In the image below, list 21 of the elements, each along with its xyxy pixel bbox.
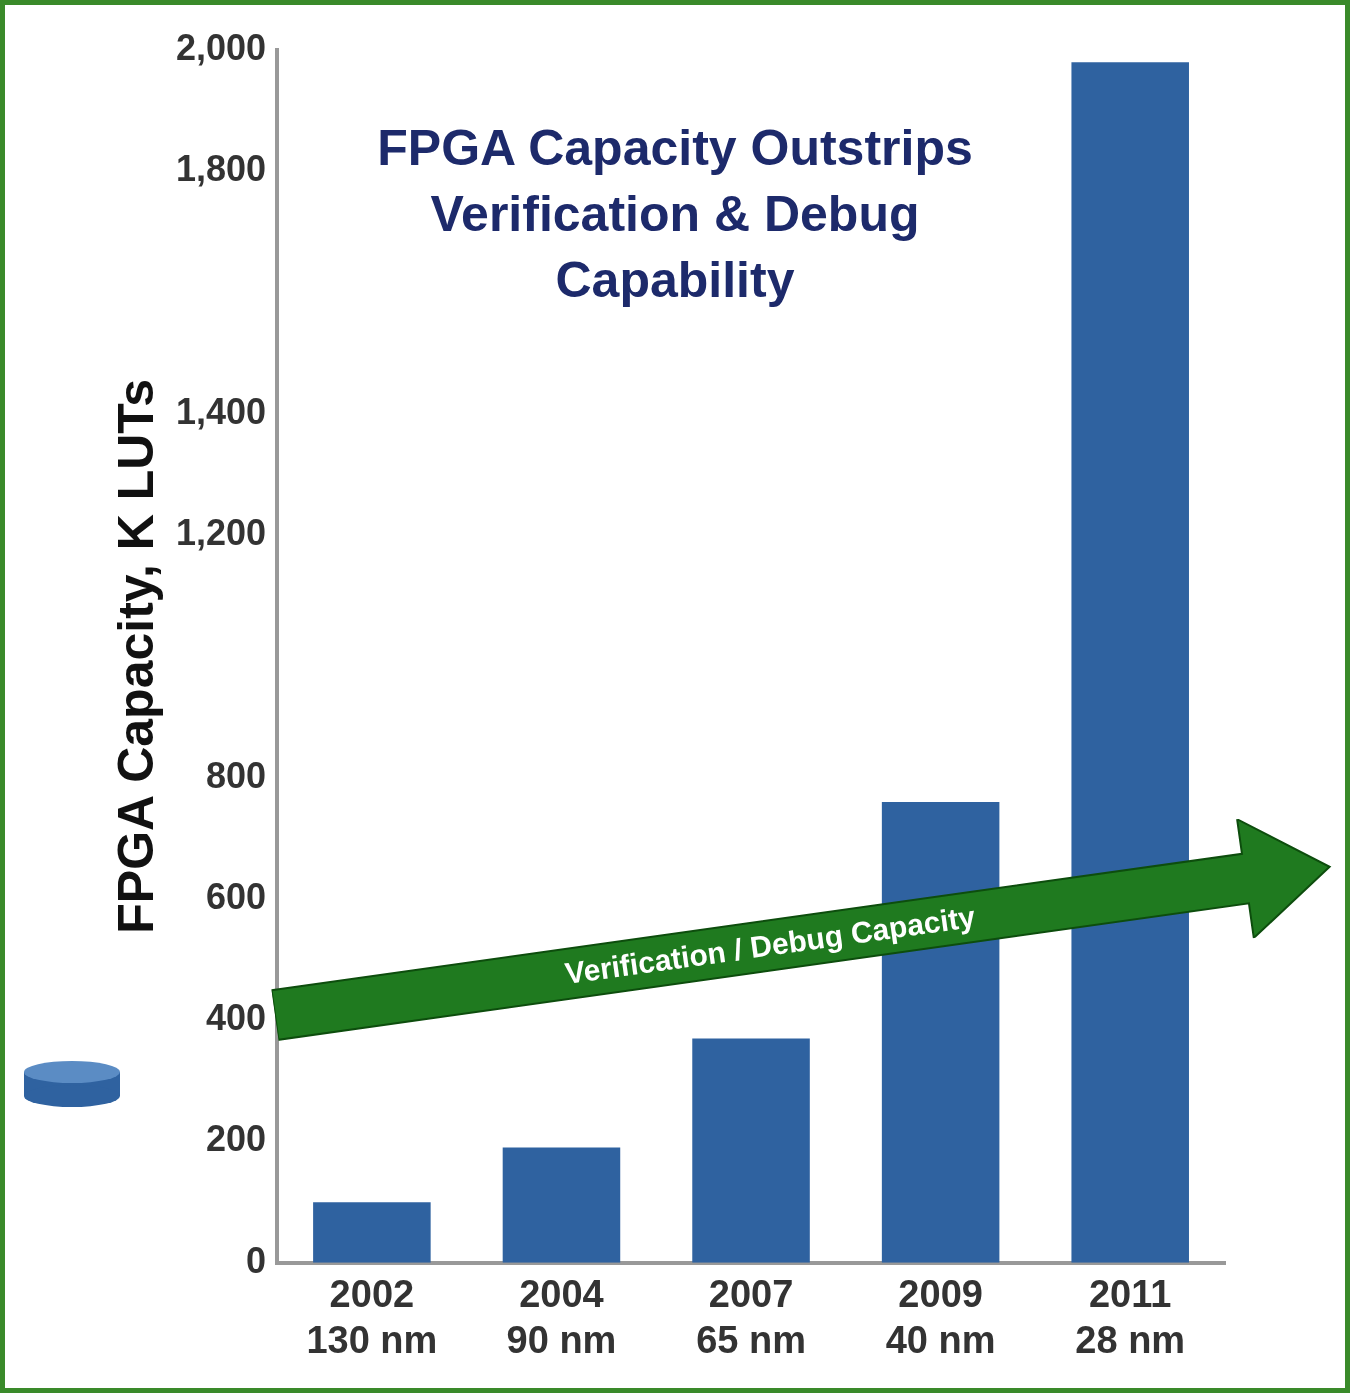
y-tick-label: 400 bbox=[206, 997, 267, 1039]
x-tick-label: 2009 40 nm bbox=[885, 1273, 996, 1361]
y-tick-label: 200 bbox=[206, 1118, 267, 1160]
y-tick-label: 800 bbox=[206, 754, 267, 796]
text: FPGA Capacity Outstrips Verification & Debug Capability bbox=[376, 119, 974, 310]
bar bbox=[313, 1202, 431, 1263]
y-tick-label: 1,800 bbox=[175, 148, 267, 190]
y-tick-label: 0 bbox=[246, 1239, 267, 1281]
bar bbox=[692, 1038, 810, 1263]
bar bbox=[1071, 62, 1189, 1263]
y-tick-label: 600 bbox=[206, 875, 267, 917]
y-axis-title: FPGA Capacity, K LUTs bbox=[107, 379, 164, 934]
bar bbox=[502, 1147, 621, 1263]
x-tick-label: 2004 90 nm bbox=[506, 1273, 617, 1361]
x-tick-label: 2002 130 nm bbox=[306, 1273, 438, 1361]
x-tick-label: 2011 28 nm bbox=[1075, 1273, 1186, 1361]
x-tick-label: 2007 65 nm bbox=[696, 1273, 806, 1361]
y-tick-label: 1,200 bbox=[175, 512, 267, 554]
annotation: Verification / Debug Capacity bbox=[562, 898, 979, 993]
y-tick-label: 1,400 bbox=[175, 390, 267, 432]
y-tick-label: 2,000 bbox=[175, 26, 267, 68]
